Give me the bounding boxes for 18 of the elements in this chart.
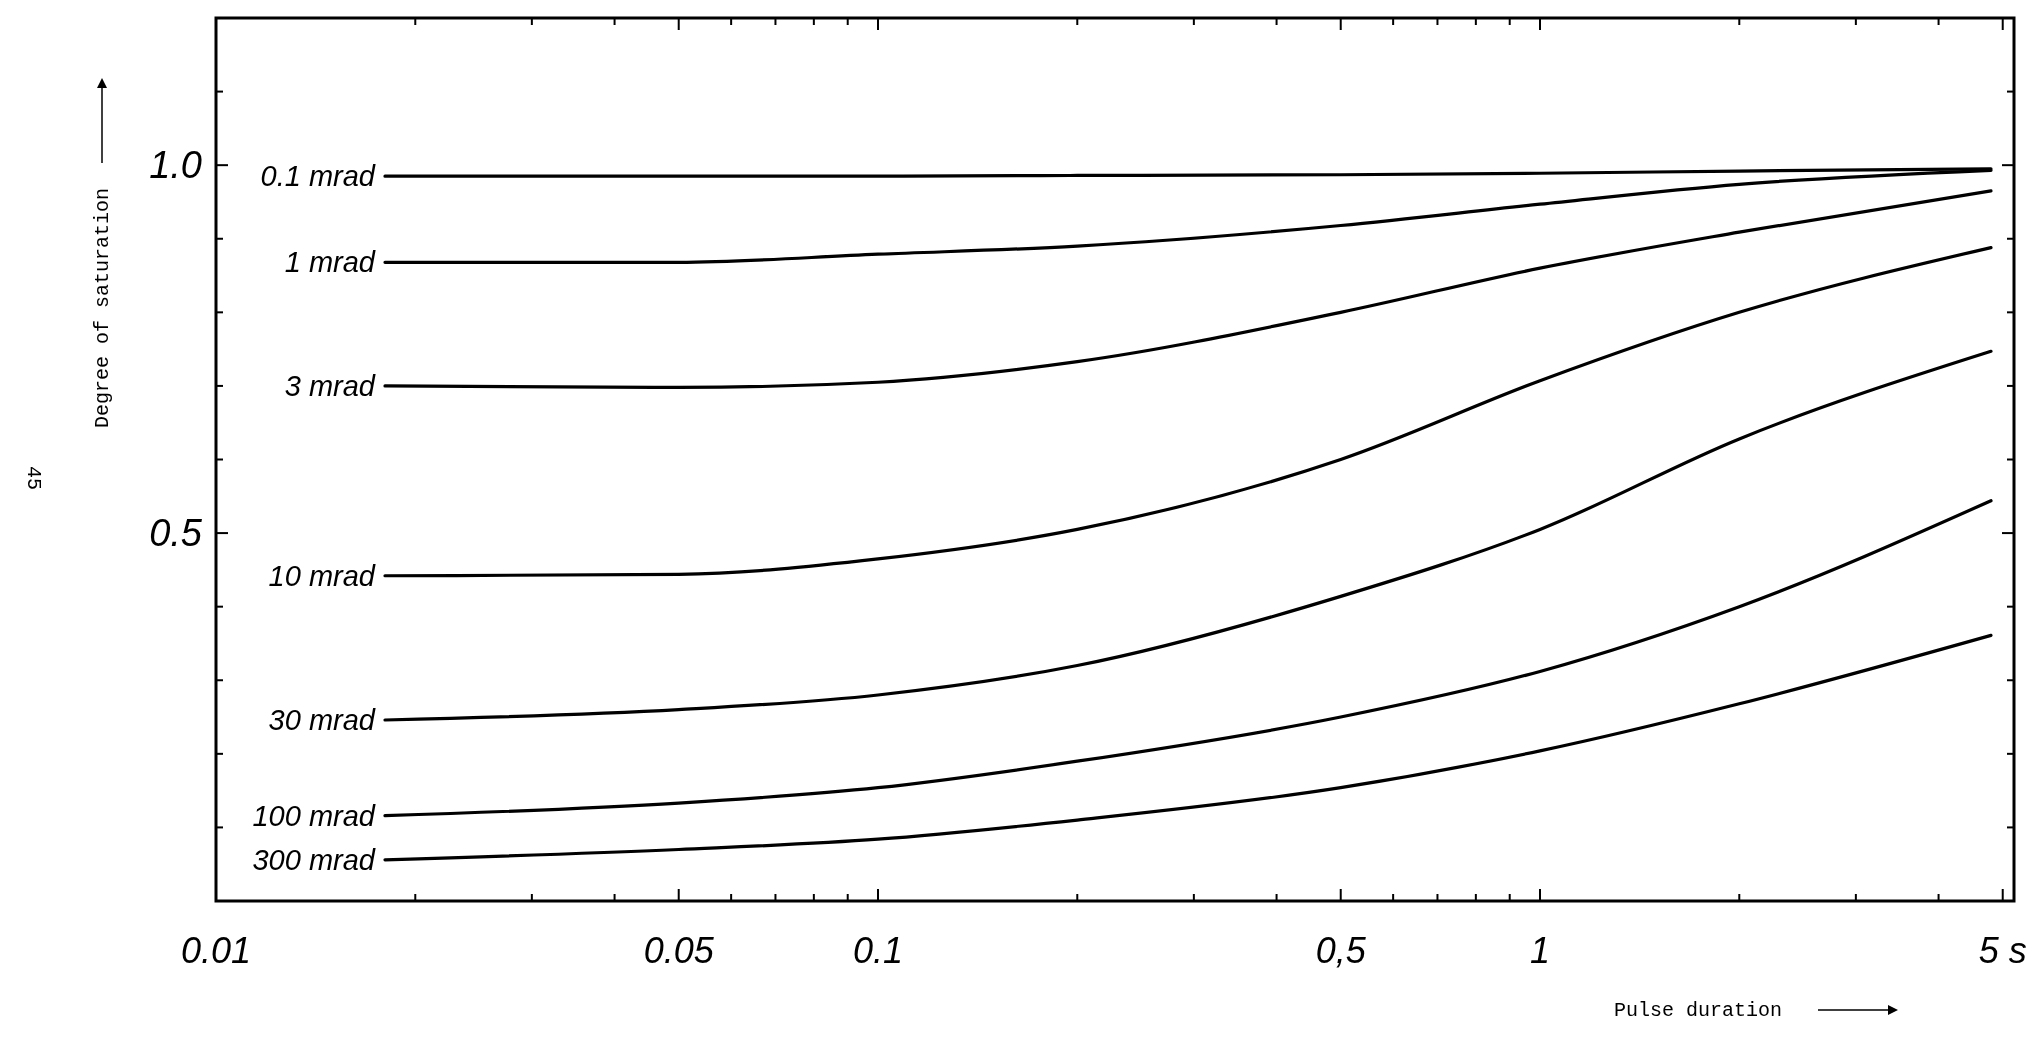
x-tick-label: 1 — [1529, 930, 1551, 971]
x-axis-title: Pulse duration — [1613, 999, 1783, 1022]
series-label: 1 mrad — [284, 246, 376, 279]
series-label: 100 mrad — [252, 799, 376, 832]
x-tick-label: 5 s — [1978, 930, 2027, 971]
series-label: 3 mrad — [284, 370, 376, 403]
series-label: 0.1 mrad — [260, 160, 376, 193]
series-label: 300 mrad — [252, 843, 376, 876]
x-tick-label: 0.1 — [852, 930, 904, 971]
y-tick-label: 1.0 — [149, 144, 202, 187]
x-tick-label: 0.05 — [643, 930, 715, 971]
y-tick-label: 0.5 — [149, 512, 203, 555]
text: 45 — [22, 465, 45, 491]
x-tick-label: 0.01 — [180, 930, 252, 971]
series-label: 10 mrad — [268, 559, 376, 592]
series-label: 30 mrad — [268, 704, 376, 737]
y-axis-title: Degree of saturation — [91, 187, 114, 429]
x-tick-label: 0,5 — [1315, 930, 1367, 971]
